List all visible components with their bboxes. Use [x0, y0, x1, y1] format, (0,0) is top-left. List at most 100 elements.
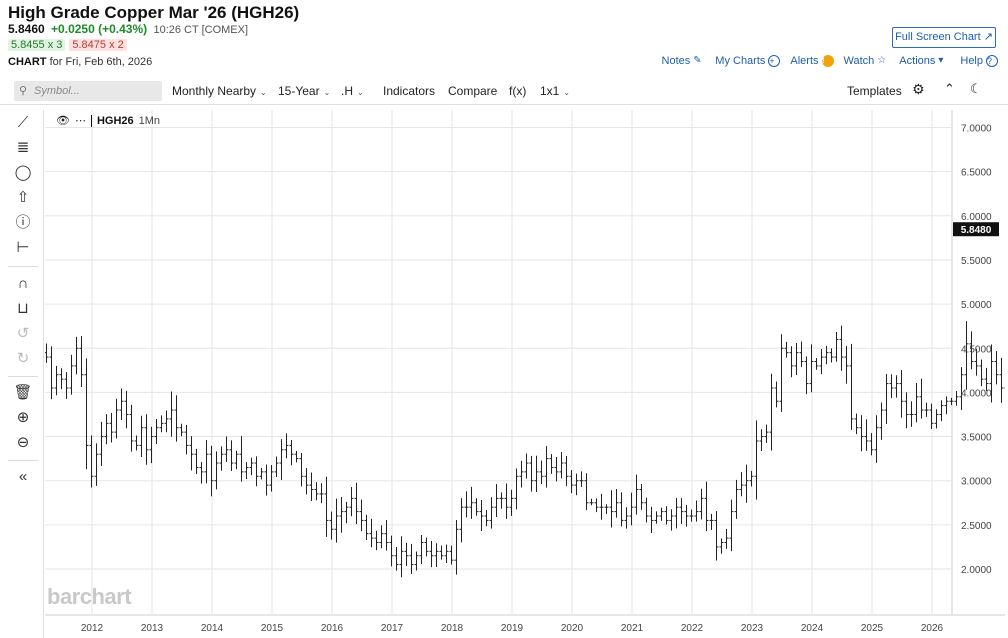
ohlc-bar — [259, 467, 264, 480]
y-tick-label: 4.5000 — [961, 344, 992, 355]
redo-icon[interactable]: ↻ — [16, 350, 30, 367]
ohlc-bar — [199, 462, 204, 484]
trash-icon[interactable]: 🗑 — [13, 384, 33, 401]
ohlc-bar — [179, 423, 184, 437]
symbol-search-input[interactable]: ⚲ Symbol... — [14, 81, 162, 101]
watch-link[interactable]: Watch ☆ — [844, 55, 890, 67]
ohlc-bar — [314, 482, 319, 501]
full-screen-chart-button[interactable]: Full Screen Chart ↗ — [892, 27, 996, 48]
ohlc-bar — [814, 358, 819, 370]
alerts-label: Alerts — [790, 55, 819, 67]
notes-link[interactable]: Notes ✎ — [662, 55, 706, 67]
layout-dropdown[interactable]: 1x1 ⌄ — [540, 84, 570, 98]
ohlc-bar — [419, 535, 424, 565]
range-dropdown[interactable]: 15-Year ⌄ — [278, 84, 330, 98]
price-chart[interactable]: 7.0000 6.5000 6.0000 5.5000 5.0000 4.5000 4.00… — [45, 110, 1005, 638]
legend-symbol: HGH26 — [96, 114, 134, 127]
measure-tool-icon[interactable]: ⊢ — [16, 239, 30, 256]
ohlc-bar — [674, 497, 679, 529]
ohlc-bar — [864, 419, 869, 451]
ohlc-bar — [779, 334, 784, 412]
ohlc-bar — [729, 499, 734, 552]
ohlc-bar — [739, 472, 744, 497]
ohlc-bar — [219, 446, 224, 471]
ohlc-bar — [894, 375, 899, 398]
ohlc-bar — [874, 415, 879, 463]
ohlc-bar — [679, 498, 684, 525]
dark-mode-icon[interactable]: ☾ — [970, 81, 982, 96]
ohlc-bar — [584, 473, 589, 511]
chart-style-label: .H — [341, 84, 353, 98]
ohlc-bar — [589, 498, 594, 506]
arrow-up-tool-icon[interactable]: ⇧ — [16, 189, 30, 206]
ohlc-bar — [69, 354, 74, 395]
ohlc-bar — [784, 341, 789, 358]
ohlc-bar — [109, 412, 114, 443]
gear-icon[interactable]: ⚙ — [912, 81, 925, 97]
ohlc-bar — [929, 403, 934, 430]
ohlc-bar — [229, 440, 234, 472]
my-charts-link[interactable]: My Charts + — [715, 55, 781, 67]
actions-label: Actions — [899, 55, 936, 67]
magnet-icon[interactable]: ∩ — [17, 275, 29, 292]
ohlc-bar — [469, 486, 474, 519]
ohlc-bar — [299, 452, 304, 487]
quote-line: 5.8460 +0.0250 (+0.43%) 10:26 CT [COMEX] — [8, 22, 248, 36]
eye-icon[interactable]: 👁 — [56, 115, 70, 127]
x-tick-label: 2025 — [861, 623, 884, 634]
zoom-out-icon[interactable]: ⊖ — [16, 434, 30, 451]
undo-icon[interactable]: ↺ — [16, 325, 30, 342]
alerts-link[interactable]: Alerts! — [790, 55, 834, 67]
ohlc-bar — [274, 456, 279, 477]
bid-ask: 5.8455 x 3 5.8475 x 2 — [8, 39, 127, 51]
period-dropdown[interactable]: Monthly Nearby ⌄ — [172, 84, 267, 98]
last-price-box — [953, 222, 999, 237]
fibonacci-tool-icon[interactable]: ≣ — [16, 139, 30, 156]
actions-menu[interactable]: Actions ▾ — [899, 55, 950, 67]
collapse-up-icon[interactable]: ⌃ — [944, 81, 955, 96]
ohlc-bar — [499, 492, 504, 509]
ohlc-bar — [389, 535, 394, 567]
ohlc-bar — [654, 511, 659, 524]
shape-tool-icon[interactable]: ◯ — [14, 164, 32, 181]
ohlc-bar — [214, 451, 219, 490]
ohlc-bar — [114, 398, 119, 439]
line-tool-icon[interactable]: ⟋ — [17, 114, 29, 131]
more-icon[interactable]: ⋯ — [74, 115, 86, 127]
ohlc-bar — [854, 413, 859, 435]
ohlc-bar — [984, 367, 989, 391]
ohlc-bar — [549, 454, 554, 474]
ohlc-bar — [464, 491, 469, 518]
collapse-sidebar-icon[interactable]: « — [18, 468, 28, 485]
ohlc-bar — [449, 545, 454, 565]
ohlc-bar — [579, 471, 584, 487]
bid-quote: 5.8455 x 3 — [8, 39, 66, 51]
unlock-icon[interactable]: ⊔ — [17, 300, 29, 317]
chart-style-dropdown[interactable]: .H ⌄ — [341, 84, 364, 98]
ohlc-bar — [899, 370, 904, 418]
ohlc-bar — [194, 448, 199, 474]
zoom-in-icon[interactable]: ⊕ — [16, 409, 30, 426]
annotation-tool-icon[interactable]: ⓘ — [15, 214, 31, 231]
price-change: +0.0250 (+0.43%) — [51, 22, 148, 36]
function-button[interactable]: f(x) — [509, 84, 527, 98]
ohlc-bar — [844, 345, 849, 384]
templates-button[interactable]: Templates — [847, 84, 902, 98]
ohlc-bar — [479, 500, 484, 532]
ohlc-bar — [174, 395, 179, 442]
ohlc-bar — [774, 381, 779, 408]
ohlc-bar — [869, 433, 874, 456]
ohlc-bar — [239, 436, 244, 482]
ohlc-bar — [764, 424, 769, 443]
last-price-label: 5.8480 — [961, 225, 992, 236]
chart-date-text: for Fri, Feb 6th, 2026 — [49, 56, 153, 68]
ohlc-bar — [939, 400, 944, 422]
ohlc-bar — [839, 325, 844, 371]
ohlc-bar — [94, 443, 99, 486]
chart-label: CHART — [8, 56, 47, 68]
ohlc-bar — [204, 440, 209, 484]
help-link[interactable]: Help? — [960, 55, 998, 67]
x-tick-label: 2024 — [801, 623, 824, 634]
compare-button[interactable]: Compare — [448, 84, 498, 98]
indicators-button[interactable]: Indicators — [383, 84, 436, 98]
